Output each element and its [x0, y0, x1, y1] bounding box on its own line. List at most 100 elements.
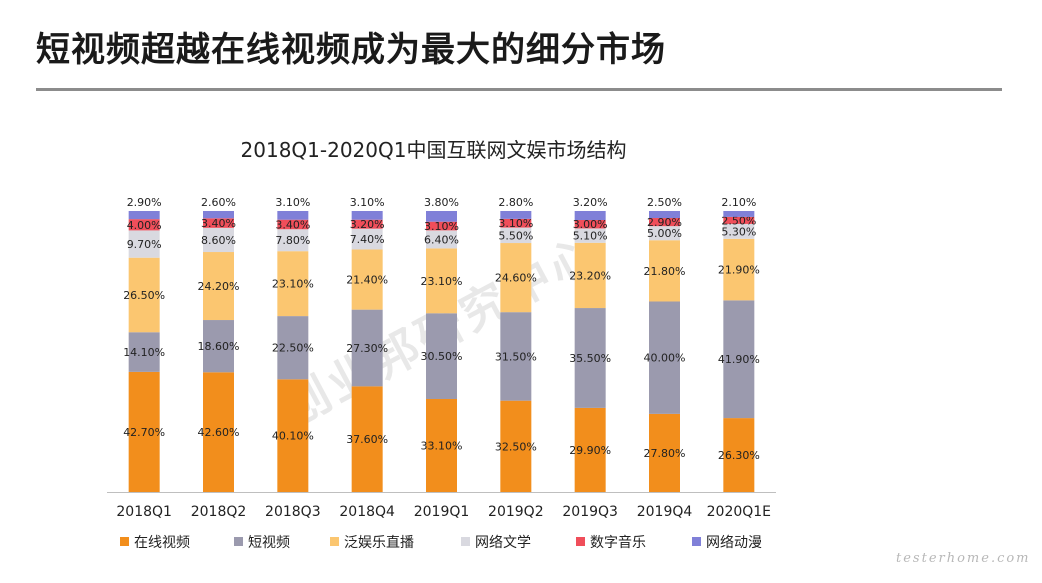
data-label: 3.10% [424, 220, 459, 233]
bar-segment [500, 227, 532, 244]
bar-segment [277, 211, 309, 220]
data-label: 3.20% [573, 196, 608, 209]
bar-segment [203, 218, 234, 228]
legend-swatch [120, 537, 129, 546]
x-tick-label: 2018Q3 [265, 504, 321, 520]
bar-segment [277, 379, 309, 492]
data-label: 37.60% [346, 433, 388, 446]
data-label: 40.10% [272, 430, 314, 443]
data-label: 8.60% [201, 234, 236, 247]
data-label: 22.50% [272, 342, 314, 355]
x-tick-label: 2018Q4 [339, 504, 395, 520]
data-label: 27.80% [644, 447, 686, 460]
bar-segment [649, 218, 680, 227]
bar-segment [426, 313, 457, 399]
x-tick-label: 2019Q3 [562, 504, 618, 520]
data-label: 3.00% [573, 218, 608, 231]
data-label: 2.80% [498, 196, 533, 209]
bar-segment [649, 413, 680, 492]
data-label: 14.10% [123, 346, 165, 359]
data-label: 5.10% [573, 230, 608, 243]
legend-label: 数字音乐 [590, 534, 646, 551]
data-label: 6.40% [424, 233, 459, 246]
data-label: 2.50% [721, 214, 756, 227]
data-label: 2.60% [201, 196, 236, 209]
bar-segment [277, 251, 309, 317]
bar-segment [649, 226, 680, 241]
data-label: 2.10% [721, 196, 756, 209]
data-label: 32.50% [495, 440, 537, 453]
bar-segment [128, 230, 160, 258]
data-label: 26.50% [123, 289, 165, 302]
legend-swatch [576, 537, 585, 546]
x-tick-label: 2019Q2 [488, 504, 544, 520]
bar-segment [649, 301, 680, 414]
bar-segment [723, 223, 755, 239]
bar-segment [426, 211, 457, 222]
legend-label: 泛娱乐直播 [344, 534, 414, 551]
data-label: 18.60% [198, 340, 240, 353]
bar-segment [426, 221, 457, 231]
x-tick-label: 2018Q2 [191, 504, 247, 520]
data-label: 27.30% [346, 342, 388, 355]
data-label: 5.50% [498, 229, 533, 242]
data-label: 5.00% [647, 227, 682, 240]
data-label: 5.30% [721, 225, 756, 238]
data-label: 42.60% [198, 426, 240, 439]
bar-segment [426, 230, 457, 249]
data-label: 3.10% [275, 196, 310, 209]
data-label: 21.90% [718, 264, 760, 277]
data-label: 23.10% [421, 275, 463, 288]
bar-segment [277, 229, 309, 252]
data-label: 3.40% [201, 217, 236, 230]
bar-segment [574, 242, 606, 309]
bar-segment [723, 211, 755, 217]
bar-segment [351, 386, 383, 492]
bar-segment [500, 218, 532, 228]
bar-segment [128, 257, 160, 333]
data-label: 3.40% [275, 218, 310, 231]
bar-segment [128, 332, 160, 372]
legend-swatch [692, 537, 701, 546]
data-label: 21.80% [644, 265, 686, 278]
data-label: 4.00% [127, 219, 162, 232]
data-label: 3.10% [350, 196, 385, 209]
legend-swatch [330, 537, 339, 546]
legend-label: 网络文学 [475, 535, 531, 551]
bar-segment [128, 219, 160, 231]
x-tick-label: 2020Q1E [707, 504, 771, 520]
bar-segment [128, 211, 160, 220]
bar-segment [723, 418, 755, 492]
bar-segment [574, 308, 606, 408]
bar-segment [351, 219, 383, 229]
bar-segment [203, 320, 234, 373]
legend-label: 短视频 [248, 535, 290, 551]
bar-segment [277, 219, 309, 230]
data-label: 23.20% [569, 269, 611, 282]
data-label: 24.20% [198, 280, 240, 293]
legend-swatch [461, 537, 470, 546]
bar-segment [203, 211, 234, 219]
bar-segment [203, 372, 234, 492]
bar-segment [128, 371, 160, 492]
bar-segment [649, 211, 680, 219]
data-label: 30.50% [421, 350, 463, 363]
data-label: 9.70% [127, 238, 162, 251]
data-label: 3.80% [424, 196, 459, 209]
data-label: 3.20% [350, 218, 385, 231]
data-label: 24.60% [495, 272, 537, 285]
data-label: 29.90% [569, 444, 611, 457]
data-label: 31.50% [495, 350, 537, 363]
bar-segment [500, 243, 532, 313]
bar-segment [277, 316, 309, 380]
bar-segment [351, 228, 383, 250]
bar-segment [203, 227, 234, 253]
data-label: 21.40% [346, 274, 388, 287]
x-tick-label: 2018Q1 [116, 504, 172, 520]
bar-segment [574, 211, 606, 221]
data-label: 23.10% [272, 278, 314, 291]
data-label: 40.00% [644, 352, 686, 365]
bar-segment [500, 211, 532, 219]
data-label: 42.70% [123, 426, 165, 439]
